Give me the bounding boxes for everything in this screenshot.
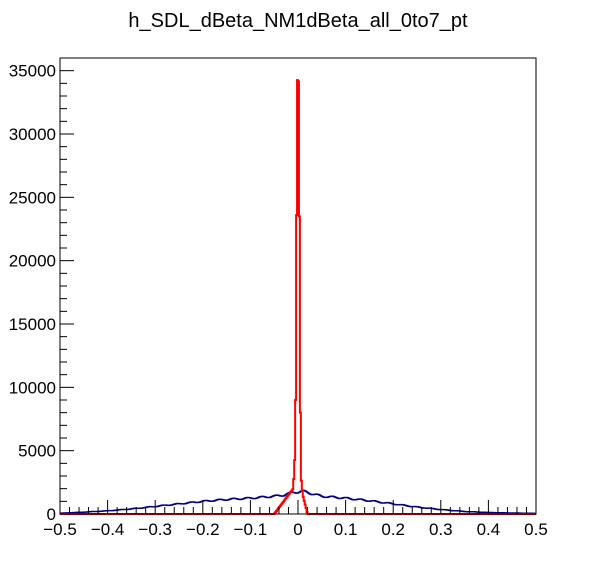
plot-area [60, 79, 536, 515]
histogram-series-2 [60, 79, 536, 515]
y-tick-label-5: 25000 [9, 188, 56, 207]
x-tick-label-10: 0.5 [524, 520, 548, 539]
x-tick-label-2: −0.3 [138, 520, 172, 539]
x-tick-label-3: −0.2 [186, 520, 220, 539]
chart-title: h_SDL_dBeta_NM1dBeta_all_0to7_pt [128, 10, 468, 32]
y-tick-label-0: 0 [47, 505, 56, 524]
x-tick-label-4: −0.1 [234, 520, 268, 539]
x-tick-label-8: 0.3 [429, 520, 453, 539]
y-tick-label-3: 15000 [9, 315, 56, 334]
x-tick-label-6: 0.1 [334, 520, 358, 539]
axes: −0.5 −0.4 −0.3 −0.2 −0.1 0 0.1 0.2 0.3 0.4 0.5 0 500… [9, 62, 548, 539]
y-tick-label-1: 5000 [18, 442, 56, 461]
x-tick-label-9: 0.4 [477, 520, 501, 539]
x-tick-label-1: −0.4 [91, 520, 125, 539]
x-tick-label-0: −0.5 [43, 520, 77, 539]
y-tick-label-2: 10000 [9, 378, 56, 397]
y-tick-label-7: 35000 [9, 62, 56, 81]
y-tick-label-4: 20000 [9, 252, 56, 271]
x-tick-label-7: 0.2 [381, 520, 405, 539]
y-tick-label-6: 30000 [9, 125, 56, 144]
x-tick-label-5: 0 [293, 520, 302, 539]
